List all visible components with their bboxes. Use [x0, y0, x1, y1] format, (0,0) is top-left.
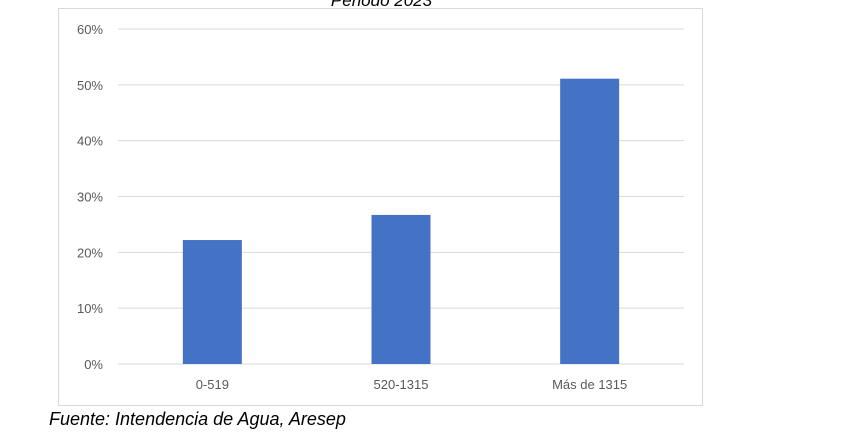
source-note: Fuente: Intendencia de Agua, Aresep	[49, 409, 346, 429]
x-category-label: 0-519	[196, 377, 229, 392]
y-tick-label: 30%	[77, 190, 103, 205]
bar	[560, 78, 620, 365]
y-tick-label: 40%	[77, 134, 103, 149]
y-tick-label: 60%	[77, 22, 103, 37]
y-tick-label: 50%	[77, 78, 103, 93]
chart-title: Periodo 2023	[330, 0, 433, 10]
bars	[182, 78, 620, 365]
x-axis-categories: 0-519 520-1315 Más de 1315	[196, 377, 628, 392]
bar	[371, 214, 431, 364]
x-category-label: 520-1315	[374, 377, 429, 392]
y-tick-label: 10%	[77, 301, 103, 316]
y-axis-ticks: 0% 10% 20% 30% 40% 50% 60%	[77, 22, 103, 372]
y-tick-label: 20%	[77, 245, 103, 260]
y-tick-label: 0%	[84, 357, 103, 372]
bar	[182, 240, 242, 364]
x-category-label: Más de 1315	[552, 377, 627, 392]
